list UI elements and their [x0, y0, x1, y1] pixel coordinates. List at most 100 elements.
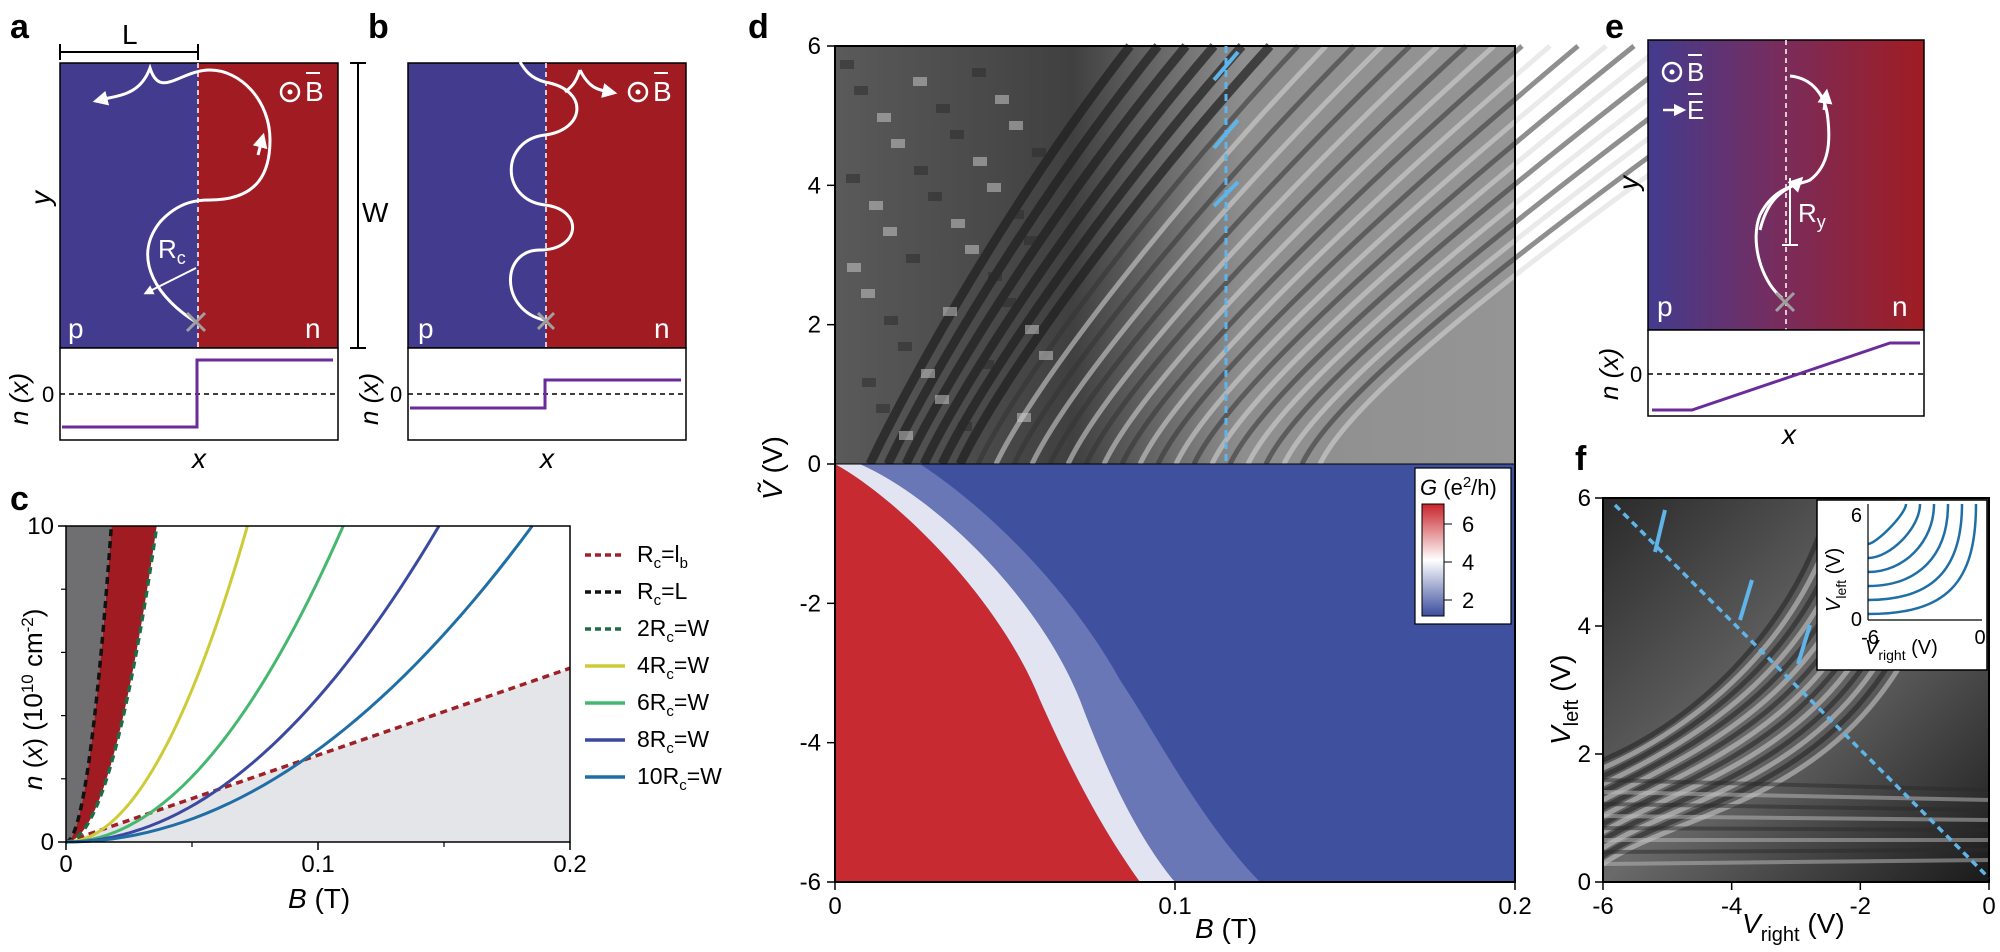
p-region	[408, 63, 546, 348]
inset	[1816, 499, 1988, 671]
inset-x-title: Vright (V)	[1865, 637, 1938, 663]
inset-curve	[1867, 503, 1922, 560]
radius-label: Ry	[1798, 198, 1826, 232]
chart-d-y-title: Ṽ (V)	[757, 436, 788, 500]
cut-markers	[1653, 509, 1812, 665]
panel-e-label: e	[1605, 8, 1624, 46]
inset-curve	[1867, 503, 1964, 602]
width-label: W	[362, 197, 389, 228]
diagonal-cut-line	[1613, 503, 1991, 880]
p-label: p	[1657, 291, 1673, 322]
density-step	[62, 358, 333, 429]
inset-curves: 06-6 0	[1851, 503, 1986, 649]
n-label: n	[654, 313, 670, 344]
panel-f-label: f	[1575, 440, 1587, 478]
legend-entry: 6Rc=W	[637, 689, 709, 720]
panel-a-label: a	[10, 8, 30, 46]
colorbar-tick: 6	[1462, 512, 1474, 537]
y-tick-label: 0	[41, 829, 54, 856]
legend-entry: Rc=L	[637, 578, 688, 609]
y-tick-label: 0	[808, 451, 821, 478]
x-tick-label: 0.1	[301, 851, 334, 878]
radius-arrow	[143, 267, 197, 295]
series-line-10Rc=W	[65, 525, 534, 844]
inset-curve	[1867, 503, 1936, 574]
p-label: p	[68, 313, 84, 344]
density-ramp	[1652, 341, 1920, 412]
x-tick-label: 0.1	[1158, 893, 1191, 920]
panel-c: c 0 0.1 0.2 0 10 Rc=lb Rc=L 2Rc=W 4Rc=W 6Rc=W 8Rc…	[10, 480, 722, 914]
electron-trajectory	[509, 61, 579, 322]
legend-entry: Rc=lb	[637, 541, 688, 572]
inset-curve	[1867, 503, 1908, 546]
y-tick-label: 2	[808, 312, 821, 339]
n-label: n	[1892, 291, 1908, 322]
zero-label: 0	[390, 382, 402, 407]
y-axis-label: y	[1613, 174, 1644, 192]
injection-mark-icon	[536, 311, 556, 331]
injection-mark-icon	[185, 311, 207, 333]
excluded-region	[66, 526, 112, 842]
y-tick-label: 10	[27, 513, 54, 540]
chart-d-x-title: B (T)	[1195, 913, 1257, 944]
inset-tick: 0	[1974, 627, 1985, 649]
x-axis-label: x	[538, 443, 555, 474]
series-line-Rc=L	[65, 525, 114, 844]
inset-curve	[1867, 503, 1978, 616]
x-tick-label: 0	[59, 851, 72, 878]
n-axis-label: n (x)	[4, 373, 34, 425]
fringe-pattern	[1601, 499, 1990, 867]
field-symbol-icon	[627, 81, 649, 103]
y-tick-label: -6	[800, 869, 821, 896]
x-tick-label: -2	[1850, 893, 1871, 920]
chart-c-plot: 0 0.1 0.2 0 10	[27, 513, 586, 878]
panel-e: e Ry B E p n y n (x) 0 x	[1594, 8, 1925, 450]
field-label: B	[1687, 57, 1704, 87]
panel-d-label: d	[748, 8, 769, 46]
panel-a: a L Rc p n B y W	[4, 8, 389, 474]
p-label: p	[418, 313, 434, 344]
colorbar-tick: 4	[1462, 550, 1474, 575]
y-tick-label: 6	[808, 33, 821, 60]
y-tick-label: 6	[1578, 485, 1591, 512]
x-tick-label: 0	[828, 893, 841, 920]
electron-trajectory	[92, 63, 272, 324]
chart-c-x-title: B (T)	[288, 883, 350, 914]
inset-tick: 0	[1851, 609, 1862, 631]
inset-y-title: Vleft (V)	[1823, 548, 1849, 612]
inset-tick: 6	[1851, 505, 1862, 527]
cut-markers	[1212, 50, 1240, 208]
zero-label: 0	[1630, 362, 1642, 387]
n-label: n	[305, 313, 321, 344]
y-tick-label: 2	[1578, 741, 1591, 768]
legend-entry: 10Rc=W	[637, 763, 722, 794]
high-conductance-region	[835, 464, 1140, 882]
legend-entry: 8Rc=W	[637, 726, 709, 757]
y-tick-label: 4	[1578, 613, 1591, 640]
inset-curve	[1867, 503, 1950, 588]
legend-entry: 2Rc=W	[637, 615, 709, 646]
y-tick-label: -2	[800, 590, 821, 617]
colorbar-tick: 2	[1462, 588, 1474, 613]
inset-tick: -6	[1861, 627, 1879, 649]
x-axis-label: x	[190, 443, 207, 474]
x-tick-label: -6	[1592, 893, 1613, 920]
x-tick-label: -4	[1721, 893, 1742, 920]
n-region	[198, 63, 338, 348]
density-step	[410, 378, 681, 410]
y-tick-label: 4	[808, 172, 821, 199]
series-line-4Rc=W	[65, 525, 249, 844]
x-tick-label: 0.2	[1498, 893, 1531, 920]
chart-f-axes: -6 -4 -2 0 0 2 4 6	[1578, 485, 1996, 920]
chart-d-axes: 0 0.1 0.2 0 2 4 6 -2 -4 -6	[800, 33, 1532, 920]
colorbar	[1421, 503, 1445, 617]
panel-c-label: c	[10, 480, 29, 518]
injection-mark-icon	[1774, 291, 1796, 313]
colorbar-title: G (e2/h)	[1420, 474, 1497, 500]
n-region	[546, 63, 686, 348]
x-axis-label: x	[1780, 419, 1797, 450]
y-axis-label: y	[25, 189, 56, 207]
y-tick-label: -4	[800, 730, 821, 757]
chart-c-y-title: n (x) (1010 cm-2)	[18, 609, 48, 790]
n-axis-label: n (x)	[1594, 348, 1624, 400]
